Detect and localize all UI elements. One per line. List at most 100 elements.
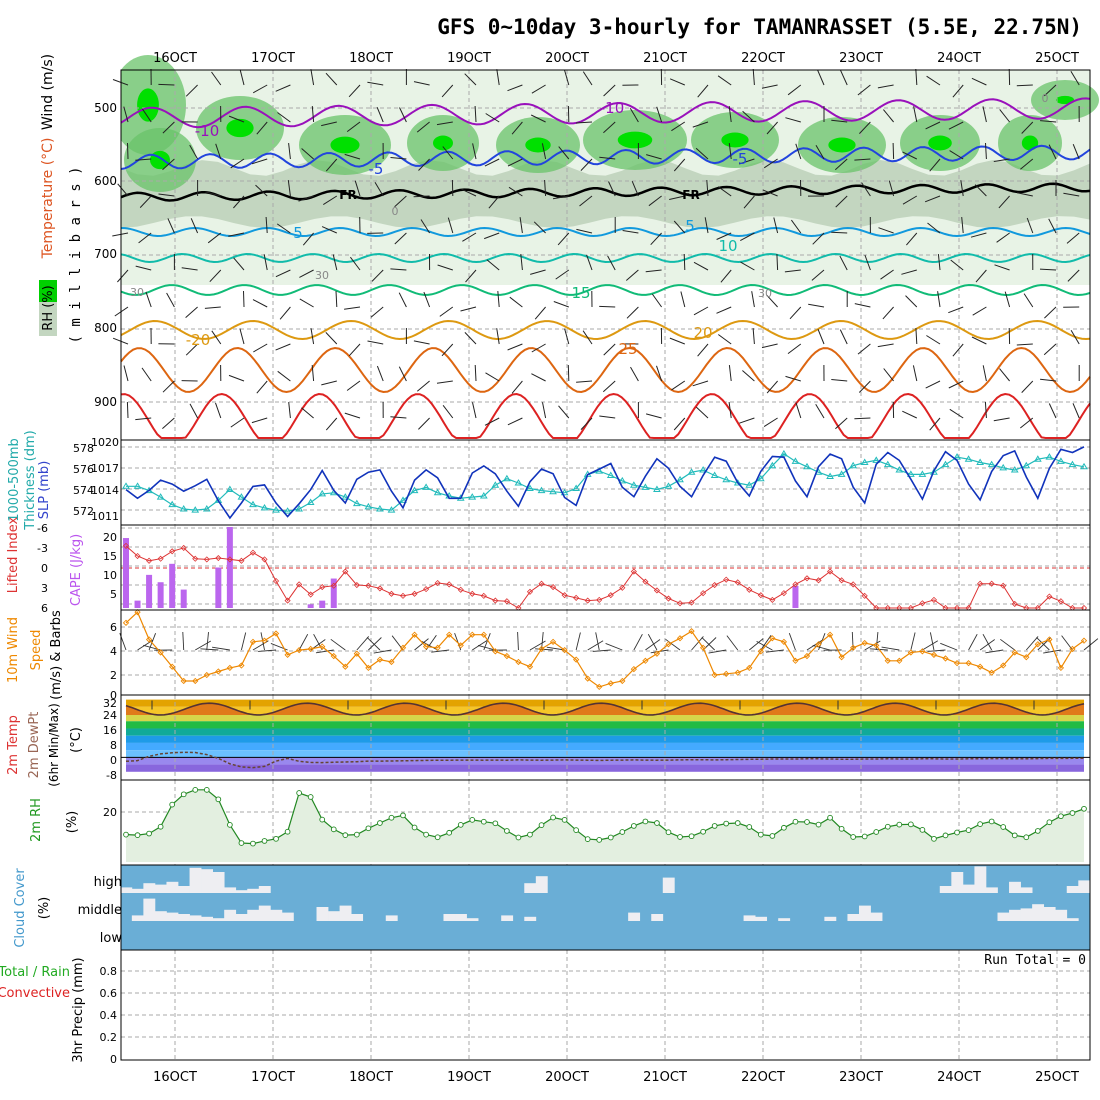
upper-grid [121, 70, 1090, 440]
rh2m-point [619, 829, 626, 835]
wind-speed-point [1000, 662, 1007, 669]
wind-barb [726, 635, 739, 651]
thickness-point [1033, 455, 1042, 462]
thickness-point [918, 470, 927, 477]
wind-label-1: 10m Wind [6, 617, 21, 683]
cape-panel: -6 -3 0 3 6 20 15 10 5 Lifted Index CAPE… [6, 516, 1091, 615]
wind-barb [530, 269, 546, 275]
wind-barb [507, 84, 523, 92]
wind-tick: 4 [110, 645, 117, 658]
time-tick-label: 21OCT [643, 51, 687, 66]
rh2m-point [838, 825, 845, 832]
wind-barb [716, 306, 732, 314]
wind-speed-point [457, 642, 464, 649]
wind-speed-point [711, 671, 718, 679]
wind-barb [692, 121, 709, 128]
wind-barb [704, 217, 709, 234]
cloud-bar [455, 914, 467, 921]
rh-cell-core [150, 150, 170, 170]
wind-speed-point [422, 643, 430, 650]
wind-barb [1063, 192, 1080, 197]
wind-barb [344, 412, 361, 419]
li-point [549, 584, 557, 591]
wind-barb [993, 158, 1010, 162]
rh2m-point [446, 829, 453, 836]
wind-barb [968, 633, 978, 651]
rh2m-point [677, 834, 683, 840]
cloud-level-label: low [100, 931, 123, 946]
wind-barb [117, 183, 129, 197]
wind-barb [817, 70, 825, 86]
wind-barb [212, 646, 230, 651]
cape-bar [215, 567, 222, 608]
wind-speed-point [630, 665, 637, 673]
contour-label: 10 [718, 237, 737, 255]
wind-barb [695, 406, 709, 419]
cloud-label: Cloud Cover [13, 868, 28, 948]
cloud-level-label: high [94, 875, 122, 890]
thickness-point [179, 505, 188, 512]
li-point [1000, 582, 1007, 589]
wind-barb [251, 417, 268, 424]
wind-speed-point [619, 677, 626, 685]
wind-speed-point [930, 651, 938, 659]
wind-barb [321, 226, 337, 234]
wind-barb [595, 632, 600, 651]
rh2m-point [203, 786, 210, 793]
wind-barb [982, 633, 993, 651]
wind-barb [599, 305, 616, 308]
wind-speed-point [180, 677, 187, 685]
wind-barb [1000, 638, 1016, 651]
wind-barb [905, 295, 918, 308]
thickness-grid [121, 440, 1090, 525]
temp-band [126, 714, 1084, 722]
wind-barb [1072, 403, 1080, 419]
ylabel-temperature: Temperature (°C) [40, 138, 56, 260]
wind-barb [325, 158, 338, 172]
wind-barb [761, 84, 778, 89]
wind-barb [999, 109, 1010, 123]
wind-barb [835, 195, 848, 208]
rh2m-point [330, 826, 337, 833]
cloud-bar [870, 912, 883, 921]
li-point [688, 599, 695, 606]
wind-speed-point [226, 664, 234, 672]
cloud-bar [235, 914, 248, 921]
thickness-point [1080, 462, 1088, 470]
wind-barb [302, 232, 314, 246]
wind-barb [740, 261, 755, 271]
wind-barb [299, 269, 314, 278]
wind-barb [277, 370, 291, 382]
rh2m-point [896, 821, 903, 828]
cloud-bar [662, 877, 675, 893]
rh-mask [0, 0, 121, 440]
wind-barb [582, 330, 593, 345]
wind-barb [321, 121, 337, 127]
li-point [411, 590, 418, 597]
wind-barb [854, 158, 871, 161]
wind-speed-point [815, 641, 822, 648]
wind-barb [625, 269, 639, 281]
cape-label: CAPE (J/kg) [69, 534, 84, 606]
wind-barb [135, 158, 152, 161]
rh2m-point [146, 830, 152, 837]
wind-barb [673, 220, 686, 234]
rh2m-point [884, 823, 891, 830]
rh2m-point [1000, 824, 1007, 830]
slp-tick: 1011 [91, 510, 119, 523]
rh2m-point [342, 832, 349, 838]
thickness-point [1010, 466, 1019, 473]
wind-barb [472, 402, 477, 419]
thickness-point [606, 471, 615, 478]
rh2m-point [977, 821, 983, 827]
wind-barb [864, 640, 881, 651]
thickness-point [1057, 457, 1065, 464]
slp-tick: 1017 [91, 462, 119, 475]
li-point [446, 581, 453, 588]
li-point [642, 578, 649, 585]
thickness-point [526, 484, 534, 491]
wind-speed-point [480, 631, 487, 638]
thickness-point [122, 482, 130, 489]
wind-barb [531, 84, 546, 94]
wind-barb [720, 269, 732, 283]
